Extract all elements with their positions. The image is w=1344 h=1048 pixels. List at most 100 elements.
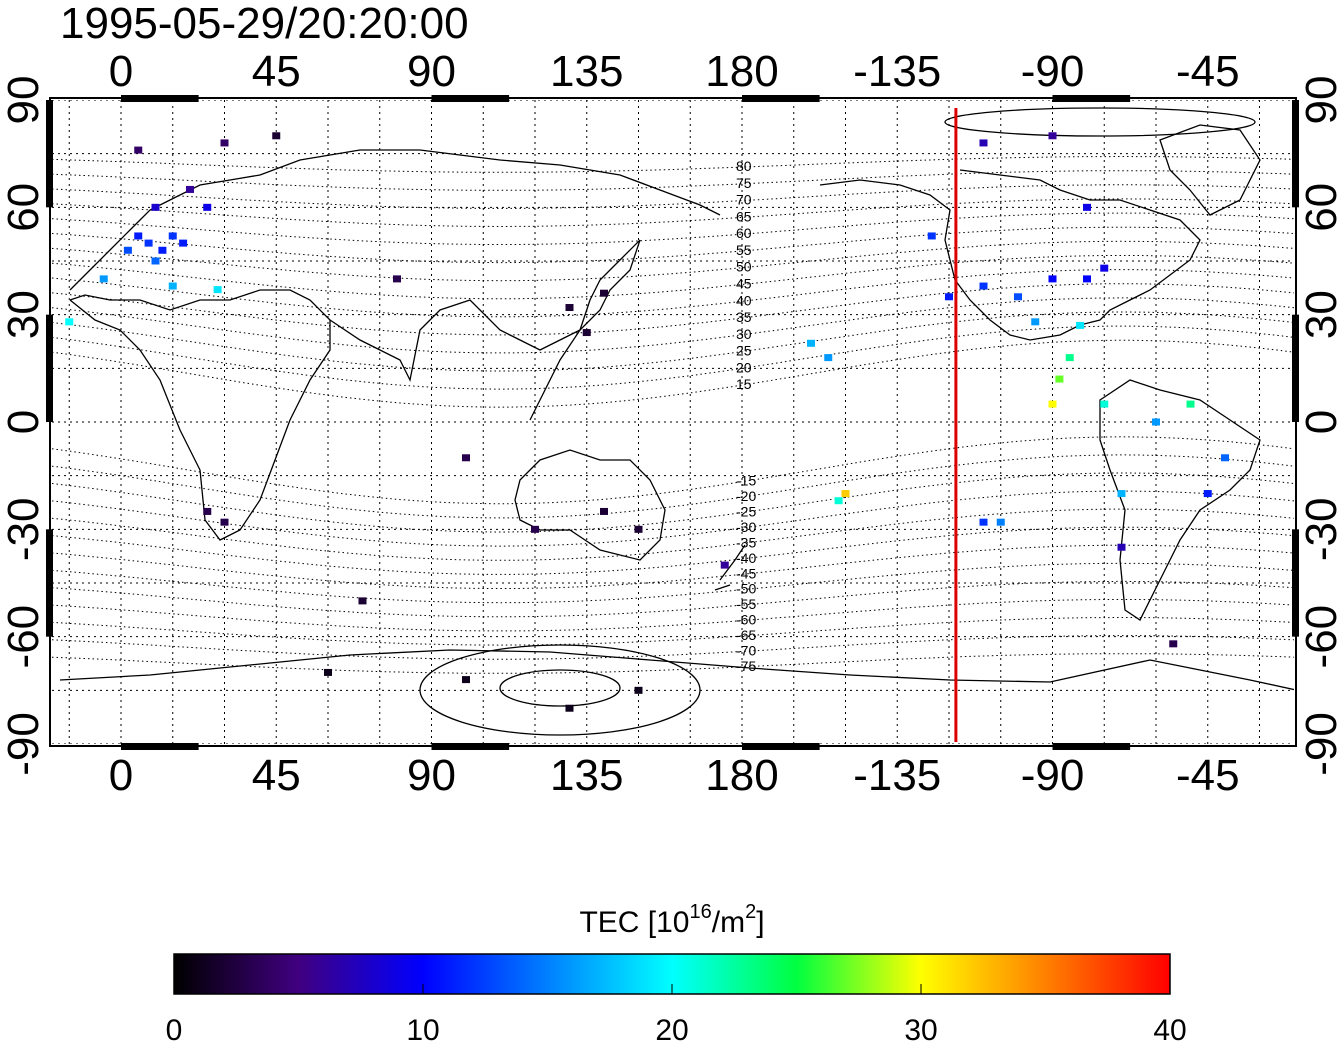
tec-point: [1055, 375, 1064, 383]
frame-bar-top: [121, 95, 199, 102]
tec-point: [945, 293, 953, 301]
frame-bar-right: [1292, 100, 1299, 208]
tec-point: [1100, 264, 1109, 272]
mlat-contour: [52, 508, 1294, 561]
mlat-label: 25: [736, 343, 752, 359]
x-tick-label: -90: [1021, 751, 1085, 800]
tec-point: [168, 282, 177, 290]
mlat-contour: [52, 255, 1294, 300]
tec-point: [807, 339, 815, 347]
frame-bar-left: [46, 529, 53, 637]
mlat-contour: [52, 155, 1294, 173]
colorbar-tick-label: 40: [1153, 1014, 1186, 1047]
frame-bar-left: [46, 100, 53, 208]
colorbar-tick-label: 0: [166, 1014, 183, 1047]
mlat-contour: [52, 635, 1294, 660]
tec-point: [927, 232, 936, 240]
tec-point: [979, 518, 988, 526]
tec-point: [1117, 490, 1126, 498]
tec-point: [179, 239, 188, 247]
mlat-label: -60: [736, 612, 756, 628]
mlat-label: -75: [736, 658, 756, 674]
tec-point: [123, 246, 132, 254]
tec-point: [1048, 275, 1057, 283]
y-axis-left-ticks: 90 60 30 0 -30 -60 -90: [0, 76, 48, 776]
x-axis-bottom-ticks: 0 45 90 135 180 -135 -90 -45: [109, 751, 1240, 800]
tec-point: [565, 304, 574, 312]
y-tick-label-right: -90: [1297, 712, 1344, 776]
tec-point: [1048, 132, 1057, 140]
x-tick-label: -45: [1176, 47, 1240, 96]
x-tick-label: 0: [109, 47, 133, 96]
tec-point: [1014, 293, 1022, 301]
colorbar-tick-label: 20: [655, 1014, 688, 1047]
tec-point: [203, 507, 212, 515]
tec-point: [358, 597, 367, 605]
mlat-label: 70: [736, 192, 752, 208]
tec-point: [634, 686, 643, 694]
tec-point: [1152, 418, 1160, 426]
tec-point: [1117, 543, 1126, 551]
mlat-label: 60: [736, 225, 752, 241]
y-tick-label-right: 60: [1297, 183, 1344, 232]
mlat-contour: [52, 283, 1294, 336]
y-tick-label-left: 90: [0, 76, 48, 125]
mlat-contour: [52, 526, 1294, 575]
tec-point: [979, 282, 988, 290]
mlat-contour: [52, 269, 1294, 318]
mlat-label: 30: [736, 326, 752, 342]
mlat-label: -30: [736, 519, 756, 535]
y-tick-label-right: 0: [1297, 410, 1344, 434]
frame-bar-right: [1292, 314, 1299, 422]
tec-point: [1083, 275, 1091, 283]
y-tick-label-right: 90: [1297, 76, 1344, 125]
mlat-contour: [52, 184, 1294, 209]
mlat-contour: [52, 226, 1294, 264]
tec-point: [158, 246, 167, 254]
mlat-label: 55: [736, 242, 752, 258]
tec-point: [168, 232, 177, 240]
mlat-contour: [52, 297, 1294, 354]
mlat-contour: [52, 653, 1294, 674]
mlat-label: 75: [736, 175, 752, 191]
tec-point: [841, 490, 850, 498]
mlat-label: -25: [736, 504, 756, 520]
tec-point: [1083, 203, 1091, 211]
mlat-label: -55: [736, 596, 756, 612]
x-tick-label: 0: [109, 751, 133, 800]
tec-point: [462, 454, 470, 462]
y-tick-label-left: -60: [0, 605, 48, 669]
y-axis-right-ticks: 90 60 30 0 -30 -60 -90: [1297, 76, 1344, 776]
tec-point: [824, 354, 833, 362]
mlat-label: -50: [736, 581, 756, 597]
frame-bar-bottom: [121, 743, 199, 750]
x-tick-label: 45: [252, 751, 301, 800]
y-tick-label-left: -30: [0, 498, 48, 562]
x-tick-label: 180: [705, 47, 778, 96]
mlat-contour: [52, 616, 1294, 646]
mlat-contour: [52, 212, 1294, 245]
mlat-contour: [52, 170, 1294, 191]
x-tick-label: 135: [550, 47, 623, 96]
mlat-label: 80: [736, 158, 752, 174]
frame-bar-bottom: [1052, 743, 1131, 750]
frame-bar-bottom: [431, 743, 510, 750]
tec-point: [213, 286, 222, 294]
mlat-label: 50: [736, 259, 752, 275]
x-tick-label: -135: [853, 751, 941, 800]
frame-bar-top: [1052, 95, 1131, 102]
mlat-contour: [52, 240, 1294, 282]
tec-point: [1221, 454, 1229, 462]
mlat-label: 45: [736, 276, 752, 292]
x-tick-label: 180: [705, 751, 778, 800]
frame-bar-top: [431, 95, 510, 102]
tec-point: [1186, 400, 1195, 408]
mlat-contour: [52, 599, 1294, 632]
y-tick-label-right: -30: [1297, 498, 1344, 562]
tec-point: [272, 132, 281, 140]
tec-point: [1048, 400, 1057, 408]
frame-bar-left: [46, 314, 53, 422]
tec-point: [834, 497, 843, 505]
